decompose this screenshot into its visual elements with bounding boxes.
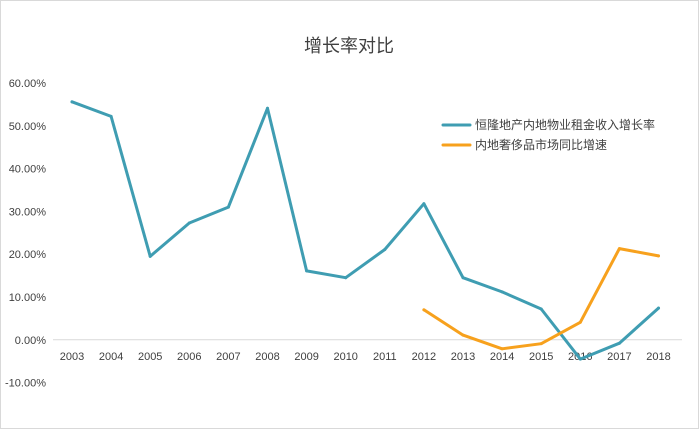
series-1-point	[500, 290, 504, 294]
series-1-point	[187, 221, 191, 225]
series-1-point	[461, 276, 465, 280]
series-1-point	[383, 247, 387, 251]
x-tick-label: 2012	[412, 351, 436, 363]
x-tick-label: 2003	[60, 351, 84, 363]
x-tick-label: 2014	[490, 351, 514, 363]
series-2-point	[578, 320, 582, 324]
series-1-point	[344, 276, 348, 280]
series-1-point	[148, 254, 152, 258]
x-tick-label: 2010	[333, 351, 357, 363]
series-1-point	[226, 205, 230, 209]
x-tick-label: 2013	[451, 351, 475, 363]
y-tick-label: -10.00%	[5, 378, 46, 390]
x-tick-label: 2017	[607, 351, 631, 363]
series-1-point	[422, 202, 426, 206]
series-2-point	[461, 333, 465, 337]
y-tick-label: 0.00%	[15, 335, 46, 347]
series-2-point	[500, 347, 504, 351]
series-layer	[70, 100, 660, 361]
series-1-point	[539, 307, 543, 311]
y-tick-label: 30.00%	[9, 206, 47, 218]
legend-label: 内地奢侈品市场同比增速	[475, 137, 607, 152]
series-2-point	[539, 342, 543, 346]
series-1-point	[305, 269, 309, 273]
series-1-point	[578, 357, 582, 361]
series-1-point	[617, 341, 621, 345]
series-1-point	[266, 106, 269, 110]
y-tick-label: 10.00%	[9, 292, 47, 304]
y-tick-label: 20.00%	[9, 249, 47, 261]
x-tick-label: 2005	[138, 351, 162, 363]
x-tick-label: 2007	[216, 351, 240, 363]
series-1-point	[70, 100, 74, 104]
series-1-point	[657, 306, 660, 310]
series-2-point	[422, 308, 426, 312]
series-2-point	[657, 254, 660, 258]
axis-layer: -10.00% 0.00% 10.00% 20.00% 30.00% 40.00% 50.0…	[5, 78, 682, 390]
legend-label: 恒隆地产内地物业租金收入增长率	[475, 117, 655, 132]
series-1-point	[109, 114, 113, 118]
x-tick-label: 2011	[373, 351, 397, 363]
x-tick-label: 2008	[255, 351, 279, 363]
chart-title: 增长率对比	[304, 36, 394, 57]
x-tick-label: 2018	[646, 351, 670, 363]
y-tick-label: 50.00%	[9, 121, 47, 133]
x-tick-label: 2006	[177, 351, 201, 363]
x-tick-label: 2015	[529, 351, 553, 363]
series-line-2	[422, 247, 660, 351]
y-tick-label: 60.00%	[9, 78, 47, 90]
y-tick-label: 40.00%	[9, 164, 47, 176]
series-2-point	[617, 247, 621, 251]
x-tick-label: 2004	[99, 351, 123, 363]
x-tick-label: 2009	[294, 351, 318, 363]
